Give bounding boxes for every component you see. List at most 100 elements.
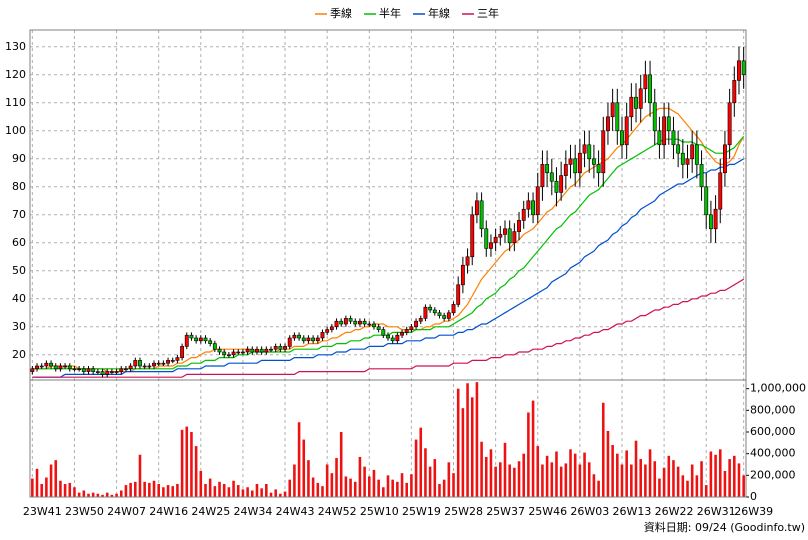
candle-body [212,343,217,350]
candle-body [166,360,170,364]
volume-bar [77,492,81,497]
y-tick-label: 30 [12,320,26,333]
candle-body [119,368,124,372]
candle-body [376,326,381,330]
candle-body [58,365,63,370]
candle-body [255,348,259,353]
volume-bar [653,461,657,497]
candle-body [517,220,521,232]
candle-body [325,329,330,333]
volume-bar [110,494,114,497]
ma-line [32,278,744,378]
volume-bar [40,484,43,497]
candle-body [362,320,367,325]
candle-body [620,130,624,146]
volume-bar [63,484,67,497]
candle-body [615,102,620,132]
volume-bar [208,478,212,497]
volume-bar [176,484,179,497]
volume-bar [503,442,507,497]
volume-bar [484,456,488,497]
candle-body [498,234,503,238]
candle-body [245,348,250,353]
volume-bar [236,485,240,497]
candle-body [123,368,128,371]
candle-body [339,320,344,325]
volume-bar [489,449,493,497]
candle-body [638,88,643,109]
candle-body [414,320,419,328]
candle-body [194,337,199,342]
candle-body [694,144,699,165]
volume-bar [227,487,231,497]
y-tick-label: 100 [5,124,26,137]
y-tick-label: 130 [5,40,26,53]
candle-body [732,80,737,104]
candle-body [489,242,493,249]
candle-body [671,130,676,146]
volume-bar [447,462,451,497]
volume-bar [470,397,474,497]
volume-bar [204,484,207,497]
volume-bar [307,460,310,497]
y-tick-label: 70 [12,208,26,221]
x-tick-label: 24W16 [149,505,188,518]
volume-bar [330,473,334,497]
y2-tick-label: 400,000 [750,447,796,460]
volume-bar [358,456,362,497]
candle-body [606,116,610,132]
volume-bar [194,446,198,497]
candle-body [128,365,133,370]
volume-bar [428,466,432,497]
volume-bar [349,478,352,497]
candle-body [170,360,175,362]
candle-body [91,368,96,372]
volume-bar [709,451,713,497]
volume-bar [410,474,413,497]
volume-bar [522,453,525,497]
volume-bar [31,478,34,497]
volume-bar [737,463,741,497]
volume-bar [531,400,535,497]
volume-bar [297,422,301,497]
candle-body [535,186,540,216]
volume-bar [508,464,511,497]
volume-bar [367,476,371,497]
volume-bar [578,464,582,497]
candle-body [685,158,690,165]
candle-body [601,130,606,174]
candle-body [531,200,536,216]
volume-bar [433,459,437,497]
volume-bar [344,476,348,497]
volume-bar [157,484,160,497]
volume-bar [82,490,86,497]
volume-bar [686,480,689,497]
candle-body [320,332,325,339]
y-tick-label: 40 [12,292,26,305]
candle-body [63,365,68,368]
candle-body [142,365,147,368]
volume-bar [695,475,699,497]
volume-bar [452,473,455,497]
candle-body [591,158,596,165]
candle-body [634,96,638,109]
candle-body [465,256,470,266]
candle-body [269,348,273,351]
candle-body [456,284,461,305]
volume-bar [569,449,572,497]
volume-bar [733,455,736,497]
volume-bar [105,492,109,497]
volume-bar [461,408,465,497]
volume-bar [499,462,502,497]
volume-bar [246,487,249,497]
volume-bar [550,462,554,497]
volume-bar [377,479,380,497]
volume-bar [442,479,446,497]
candle-body [189,334,194,339]
volume-bar [611,445,614,497]
volume-bar [386,475,390,497]
candle-body [198,337,203,342]
candle-body [460,264,465,286]
volume-bar [54,460,58,497]
